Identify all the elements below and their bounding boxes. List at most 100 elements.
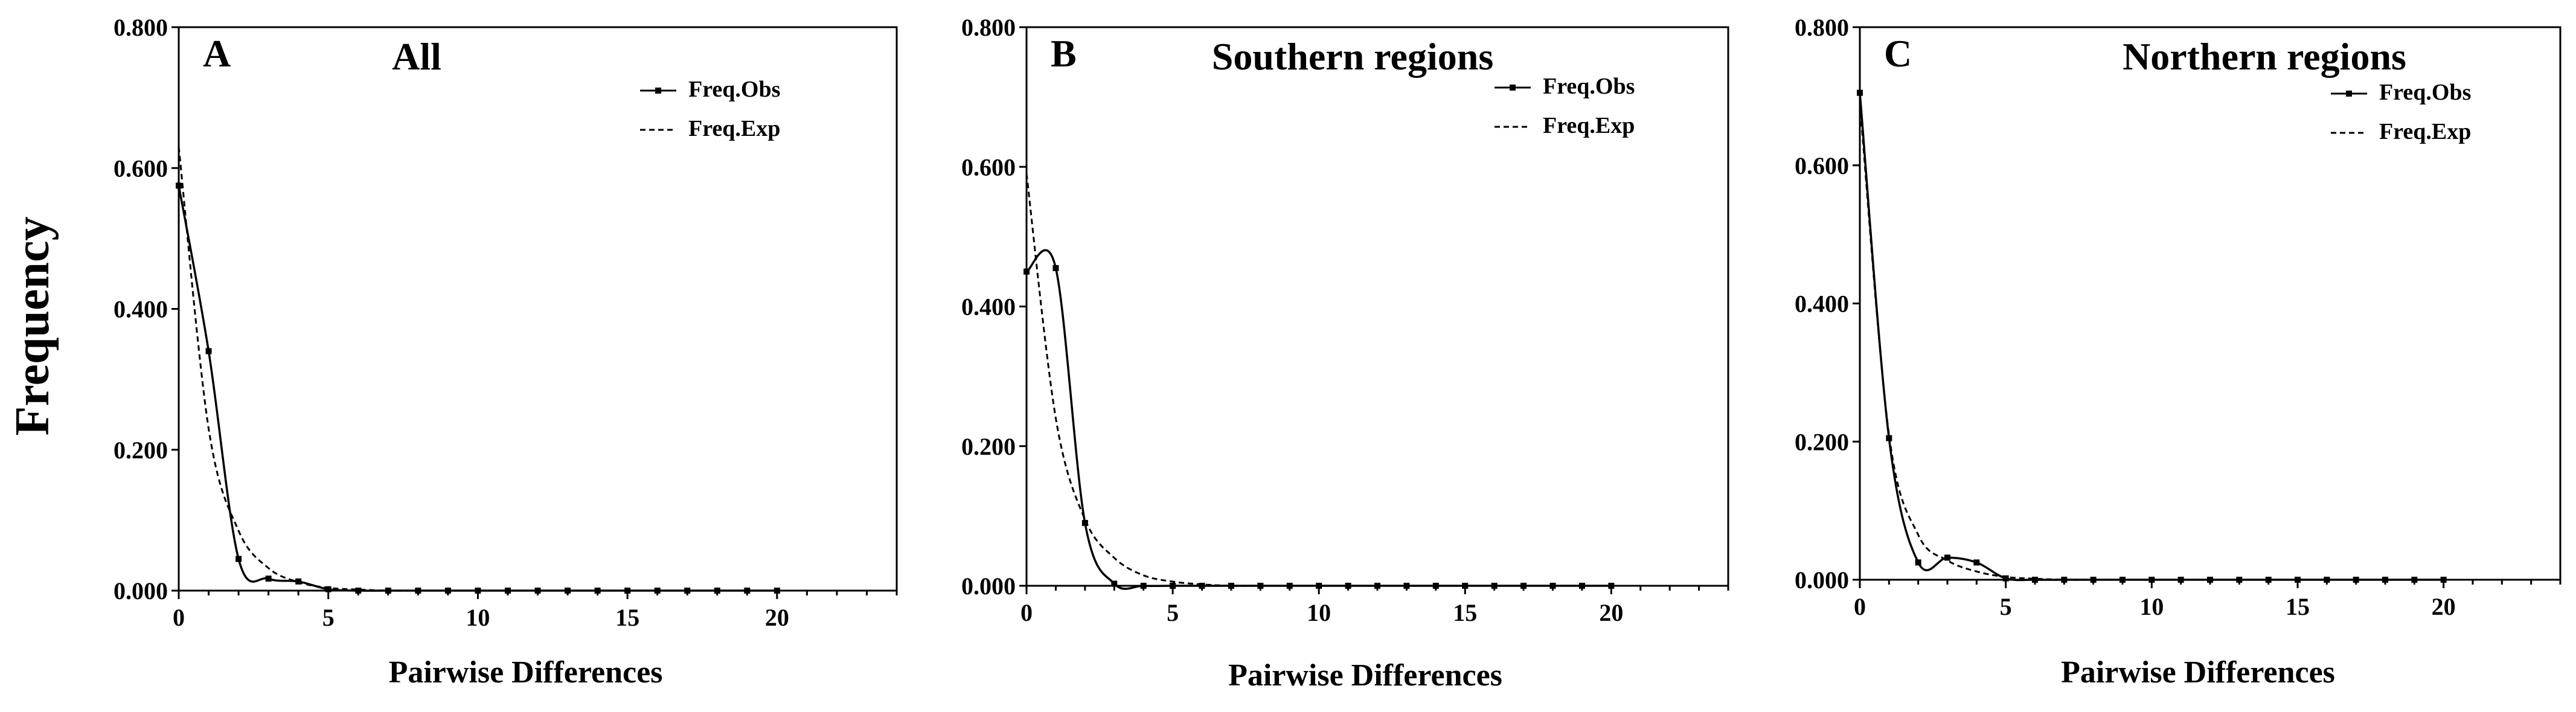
x-tick-label: 10 [1307,599,1331,626]
data-point [1973,559,1980,566]
legend-entry: Freq.Obs [2379,80,2471,105]
data-point [1462,583,1469,589]
panel-letter: C [1884,32,1912,75]
data-point [444,588,451,594]
data-point [2061,577,2068,583]
legend-entry: Freq.Exp [688,116,780,141]
data-point [2411,577,2418,583]
x-tick-label: 20 [1599,599,1623,626]
data-point [654,588,661,594]
data-point [1140,583,1147,589]
panel-c: 0.000 0.200 0.400 0.600 0.800 0 5 10 15 20 C Northe… [1795,14,2562,690]
series-line-freq-obs [178,185,777,592]
panel-title: Southern regions [1212,35,1493,78]
y-tick-label: 0.200 [114,437,168,464]
panel-letter: B [1051,32,1077,75]
panel-title: Northern regions [2123,35,2406,78]
x-tick-label: 5 [1167,599,1179,626]
x-tick-label: 10 [2139,593,2164,620]
y-tick-label: 0.600 [114,155,168,182]
data-point [1111,580,1118,587]
data-point [355,588,362,594]
y-tick-label: 0.400 [961,293,1016,321]
plot-frame [178,26,898,592]
data-point [205,348,212,354]
x-tick-label: 20 [2432,593,2456,620]
x-axis-label: Pairwise Differences [389,655,663,690]
y-tick-label: 0.000 [114,577,168,605]
data-point [2032,577,2038,583]
data-point [534,588,541,594]
data-point [774,588,780,594]
data-point [1170,583,1176,589]
x-tick-label: 0 [1854,593,1866,620]
y-tick-label: 0.600 [961,153,1016,181]
plot-frame [1859,26,2562,581]
x-tick-label: 5 [2000,593,2012,620]
legend-entry: Freq.Obs [1543,74,1635,99]
data-point [1081,519,1088,526]
x-tick-label: 10 [466,604,490,631]
series-line-freq-exp [1025,173,1612,587]
data-point [475,588,481,594]
series-line-freq-obs [1026,249,1612,590]
data-point [235,556,242,562]
data-point [744,588,751,594]
x-tick-label: 5 [322,604,335,631]
legend-entry: Freq.Exp [2379,119,2471,144]
series-line-freq-exp [178,147,777,592]
figure-ylabel: Frequency [6,217,59,436]
data-point [565,588,571,594]
data-point [1053,265,1059,271]
plot-frame [1025,26,1729,587]
y-tick-label: 0.000 [1795,566,1849,594]
data-point [1374,583,1380,589]
x-tick-label: 20 [765,604,789,631]
y-tick-label: 0.200 [1795,428,1849,455]
data-point [1491,583,1498,589]
y-tick-label: 0.400 [114,296,168,323]
legend-entry: Freq.Obs [688,77,780,102]
x-axis-label: Pairwise Differences [2061,655,2335,690]
data-point [1857,89,1863,96]
data-point [176,182,182,189]
legend-marker [2346,91,2352,97]
data-point [2002,575,2009,582]
y-tick-label: 0.800 [1795,14,1849,41]
y-tick-label: 0.800 [114,14,168,41]
data-point [1608,583,1615,589]
data-point [1228,583,1234,589]
panel-a: 0.000 0.200 0.400 0.600 0.800 0 5 10 15 20 A All Fre… [114,14,898,690]
data-point [2148,577,2155,583]
series-line-freq-obs [1859,92,2444,582]
y-tick-label: 0.000 [961,572,1016,600]
data-point [1024,268,1030,275]
y-tick-label: 0.800 [961,14,1016,41]
data-point [2177,577,2184,583]
x-tick-label: 0 [173,604,185,631]
data-point [1944,554,1950,561]
data-point [2440,577,2447,583]
x-tick-label: 15 [615,604,639,631]
x-tick-label: 0 [1020,599,1033,626]
panel-letter: A [203,32,231,75]
data-point [2324,577,2330,583]
x-axis-label: Pairwise Differences [1228,658,1502,693]
x-tick-label: 15 [2286,593,2310,620]
panel-title: All [392,35,441,78]
y-tick-label: 0.400 [1795,290,1849,318]
data-point [1199,583,1205,589]
data-point [2295,577,2301,583]
y-tick-label: 0.600 [1795,152,1849,179]
data-point [1345,583,1351,589]
legend-marker [1510,85,1516,91]
data-point [325,586,332,592]
series-line-freq-exp [1859,103,2444,581]
y-tick-label: 0.200 [961,433,1016,460]
data-point [265,576,272,582]
panel-b: 0.000 0.200 0.400 0.600 0.800 0 5 10 15 20 B Southe… [961,14,1729,693]
x-tick-label: 15 [1453,599,1477,626]
data-point [1915,559,1921,566]
legend-marker [655,88,661,94]
